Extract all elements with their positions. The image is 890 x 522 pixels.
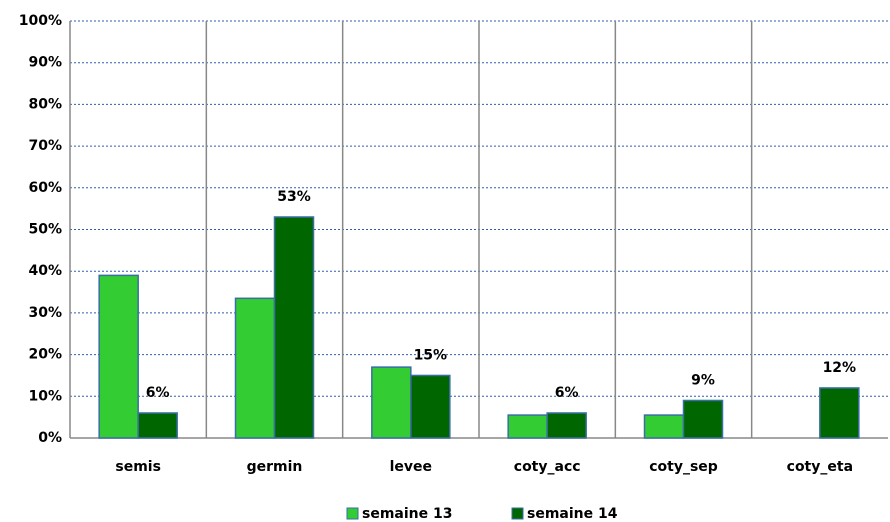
x-tick-label: coty_acc [514,459,581,475]
bar [98,274,139,439]
x-tick-label: coty_sep [649,459,718,475]
legend-swatch [511,507,524,520]
y-tick-label: 90% [28,55,62,71]
data-label: 6% [555,385,579,401]
x-tick-label: coty_eta [787,459,853,475]
y-tick-label: 10% [28,388,62,404]
bar [546,412,587,439]
bar [371,366,412,439]
bar [234,297,276,439]
y-tick-label: 100% [19,13,62,29]
bar [643,414,685,439]
y-tick-label: 70% [28,138,62,154]
y-tick-label: 50% [28,222,62,238]
data-label: 9% [691,372,715,388]
y-tick-label: 60% [28,180,62,196]
legend-swatch [346,507,359,520]
data-label: 12% [823,360,857,376]
y-tick-label: 20% [28,347,62,363]
y-tick-label: 0% [38,430,62,446]
y-tick-label: 40% [28,263,62,279]
data-label: 53% [277,189,311,205]
bar [507,414,548,439]
bar [410,374,451,439]
x-tick-label: germin [247,459,303,475]
y-tick-label: 30% [28,305,62,321]
legend-label: semaine 14 [527,506,618,522]
data-label: 15% [414,347,448,363]
bar [682,399,724,439]
bar [137,412,178,439]
x-tick-label: levee [390,459,432,475]
x-tick-label: semis [115,459,161,475]
y-tick-label: 80% [28,96,62,112]
bar [273,216,315,439]
bar [819,387,860,439]
data-label: 6% [146,385,170,401]
legend-label: semaine 13 [362,506,452,522]
